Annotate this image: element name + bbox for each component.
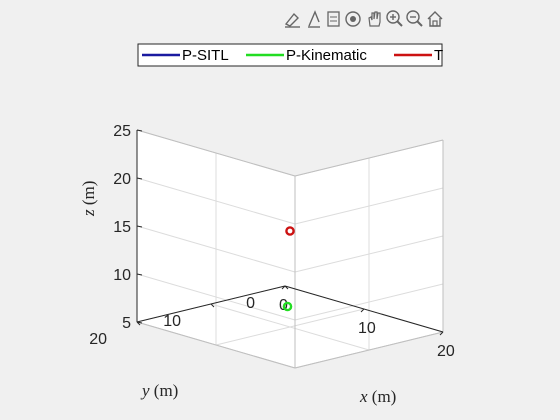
y-axis-label: y (m) <box>140 381 178 400</box>
legend-label: T <box>434 47 443 64</box>
data-point-t <box>285 226 295 236</box>
pan-icon[interactable] <box>368 11 381 27</box>
z-tick-label: 20 <box>113 171 131 188</box>
figure-toolbar <box>284 10 443 28</box>
legend-label: P-Kinematic <box>286 47 367 64</box>
zoom-in-icon[interactable] <box>386 10 403 27</box>
z-tick-label: 15 <box>113 219 131 236</box>
z-tick-label: 10 <box>113 267 131 284</box>
axes-3d <box>136 129 444 369</box>
zoom-out-icon[interactable] <box>406 10 423 27</box>
data-tips-icon[interactable] <box>308 10 320 28</box>
data-marks <box>282 226 295 312</box>
y-tick-label: 10 <box>163 313 181 330</box>
data-point-p-kinematic <box>282 301 293 312</box>
z-tick-label: 25 <box>113 123 131 140</box>
rotate-3d-icon[interactable] <box>345 11 361 27</box>
data-cursor-icon[interactable] <box>327 11 340 27</box>
x-tick-label: 20 <box>437 343 455 360</box>
z-axis-label: z (m) <box>79 181 98 217</box>
y-tick-label: 20 <box>89 331 107 348</box>
y-tick-label: 0 <box>246 295 255 312</box>
x-axis-label: x (m) <box>359 387 396 406</box>
z-tick-label: 5 <box>122 315 131 332</box>
x-tick-label: 10 <box>358 320 376 337</box>
brush-icon[interactable] <box>284 12 300 28</box>
legend: P-SITL P-Kinematic T <box>137 43 443 67</box>
legend-label: P-SITL <box>182 47 229 64</box>
home-icon[interactable] <box>427 11 443 27</box>
